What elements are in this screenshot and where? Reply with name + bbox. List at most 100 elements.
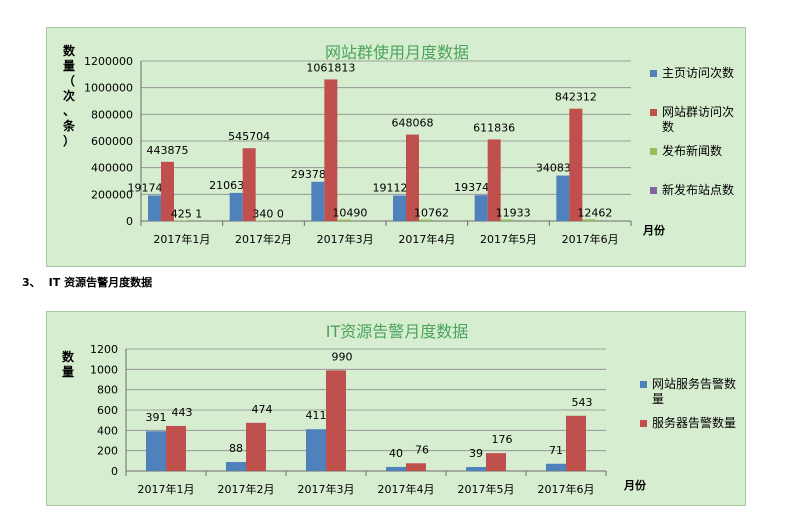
bar-2-4 [406, 134, 419, 221]
data-label-2-4: 76 [415, 443, 429, 456]
bar-3-6 [582, 219, 596, 221]
x-tick-label-1: 2017年2月 [218, 482, 275, 496]
x-axis-title: 月份 [642, 223, 666, 237]
data-label-2-1: 443875 [147, 144, 189, 157]
bar-1-2 [226, 462, 246, 471]
bar-2-5 [486, 453, 506, 471]
y-tick-label-0: 0 [126, 215, 133, 228]
data-label-2-6: 842312 [555, 91, 597, 104]
x-tick-label-4: 2017年5月 [480, 232, 537, 246]
data-label-2-2: 545704 [228, 130, 270, 143]
legend-swatch-1 [640, 381, 647, 388]
bar-2-2 [242, 148, 256, 221]
legend-swatch-2 [640, 420, 647, 427]
bar-1-4 [393, 195, 406, 221]
bar-1-6 [556, 175, 570, 221]
section-number: 3、 [22, 276, 41, 289]
bar-2-6 [569, 108, 583, 221]
legend-label-1-line-2: 量 [652, 392, 664, 406]
y-tick-label-3: 600000 [91, 135, 133, 148]
y-tick-label-2: 400000 [91, 162, 133, 175]
data-label-1-5: 193741 [454, 181, 496, 194]
section-title: IT 资源告警月度数据 [48, 276, 153, 289]
data-label-1-1: 391 [146, 411, 167, 424]
bar-3-3 [337, 219, 351, 221]
chart-it-alerts-svg: IT资源告警月度数据 0 200 400 600 800 1000 1200 2017年1月 39… [62, 322, 736, 496]
legend-label-1: 网站服务告警数 [652, 376, 736, 391]
bar-2-6 [566, 415, 586, 471]
data-label-1-2: 88 [229, 442, 243, 455]
y-axis-title-char-4: 、 [63, 104, 75, 118]
legend-swatch-1 [650, 70, 657, 77]
data-label-2-4: 648068 [392, 117, 434, 130]
y-tick-label-6: 1200 [90, 343, 118, 356]
data-label-3-2: 340 0 [252, 208, 284, 221]
legend-label-1: 主页访问次数 [662, 65, 734, 80]
legend-swatch-3 [650, 148, 657, 155]
chart-it-alerts: IT资源告警月度数据 0 200 400 600 800 1000 1200 2017年1月 39… [46, 311, 746, 506]
y-tick-label-3: 600 [97, 404, 118, 417]
x-tick-label-5: 2017年6月 [562, 232, 619, 246]
x-tick-label-2: 2017年3月 [317, 232, 374, 246]
bar-2-1 [161, 161, 174, 221]
bar-2-3 [326, 370, 346, 471]
data-label-1-6: 71 [549, 444, 563, 457]
legend-label-3: 发布新闻数 [662, 143, 722, 158]
bar-1-1 [148, 195, 161, 221]
bar-1-4 [386, 466, 406, 471]
data-label-2-2: 474 [252, 403, 273, 416]
y-tick-label-0: 0 [111, 465, 118, 478]
y-axis-title-char-0: 数 [62, 349, 75, 364]
data-label-1-3: 293784 [291, 168, 333, 181]
x-tick-label-2: 2017年3月 [298, 482, 355, 496]
legend-swatch-2 [650, 109, 657, 116]
x-tick-label-5: 2017年6月 [538, 482, 595, 496]
bar-1-3 [311, 181, 325, 221]
chart-title: 网站群使用月度数据 [325, 43, 469, 62]
data-label-2-1: 443 [172, 406, 193, 419]
chart-website-usage: 网站群使用月度数据 0 200000 400000 600000 800000 100000… [46, 27, 746, 267]
data-label-1-1: 191745 [128, 181, 170, 194]
bar-1-6 [546, 463, 566, 471]
data-label-3-5: 11933 [496, 206, 531, 219]
data-label-1-2: 210631 [209, 179, 251, 192]
data-label-1-6: 340837 [536, 162, 578, 175]
bar-2-3 [324, 79, 338, 222]
y-axis-title-char-5: 条 [62, 118, 76, 133]
bar-3-4 [419, 219, 432, 221]
bar-1-5 [466, 467, 486, 471]
data-label-1-5: 39 [469, 447, 483, 460]
bar-1-3 [306, 429, 326, 471]
bar-2-1 [166, 425, 186, 471]
y-axis-title-char-2: （ [63, 73, 75, 88]
x-tick-label-3: 2017年4月 [398, 232, 455, 246]
chart-title: IT资源告警月度数据 [326, 322, 469, 341]
x-tick-label-4: 2017年5月 [458, 482, 515, 496]
x-tick-label-0: 2017年1月 [138, 482, 195, 496]
legend-swatch-4 [650, 187, 657, 194]
bar-3-1 [174, 220, 187, 221]
x-tick-label-1: 2017年2月 [235, 232, 292, 246]
y-tick-label-5: 1000000 [84, 82, 133, 95]
y-tick-label-6: 1200000 [84, 55, 133, 68]
bar-2-4 [406, 463, 426, 471]
legend-label-2-line-2: 数 [662, 119, 674, 134]
legend-label-4: 新发布站点数 [662, 182, 734, 197]
x-axis-title: 月份 [623, 478, 647, 492]
x-tick-label-3: 2017年4月 [378, 482, 435, 496]
bar-1-5 [474, 195, 488, 221]
y-axis-title-char-6: ） [63, 133, 75, 148]
data-label-1-4: 191125 [373, 182, 415, 195]
y-axis-title-char-1: 量 [62, 365, 74, 379]
data-label-3-6: 12462 [577, 206, 612, 219]
y-tick-label-1: 200000 [91, 188, 133, 201]
y-axis-title-char-0: 数 [63, 43, 76, 58]
data-label-2-6: 543 [572, 396, 593, 409]
data-label-3-4: 10762 [414, 207, 449, 220]
data-label-1-4: 40 [389, 447, 403, 460]
y-tick-label-4: 800000 [91, 108, 133, 121]
section-heading: 3、 IT 资源告警月度数据 [22, 274, 152, 290]
legend-label-2: 服务器告警数量 [652, 415, 736, 430]
bar-2-5 [487, 139, 501, 221]
data-label-3-1: 425 1 [171, 207, 203, 220]
